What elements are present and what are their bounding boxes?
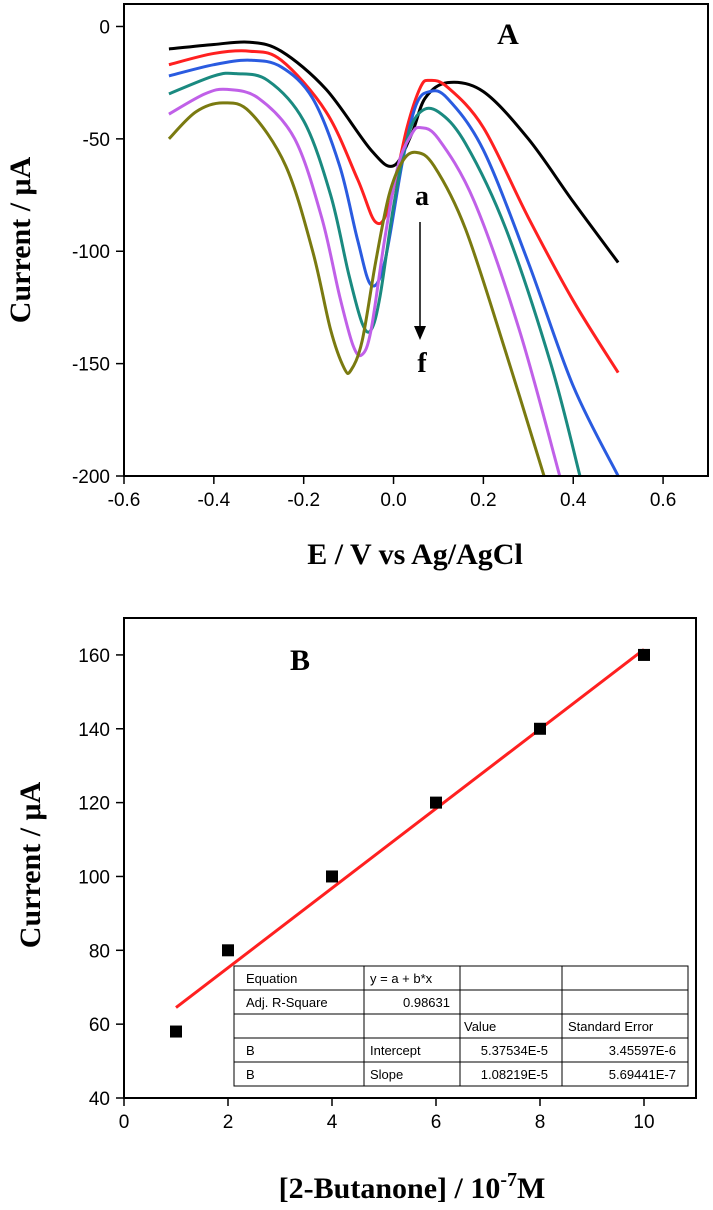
panel-a-curves <box>167 40 620 476</box>
y-tick-label: -100 <box>72 242 110 263</box>
data-point <box>170 1025 182 1038</box>
x-tick-label: 0 <box>119 1112 130 1133</box>
y-tick-label: -150 <box>72 355 110 376</box>
panel-b-chart: 0 2 4 6 8 10 40 60 80 100 120 140 160 B Equation y … <box>14 617 697 1205</box>
y-tick-label: 140 <box>78 720 110 741</box>
panel-b-label: B <box>290 644 310 677</box>
x-tick-label: 2 <box>223 1112 234 1133</box>
data-point <box>534 722 546 735</box>
fit-table-cell: 0.98631 <box>403 995 450 1010</box>
annotation-end-label: f <box>417 348 427 379</box>
panel-a-x-axis-title: E / V vs Ag/AgCl <box>307 538 523 571</box>
x-tick-label: -0.6 <box>108 490 141 511</box>
fit-table-cell: Adj. R-Square <box>246 995 328 1010</box>
y-tick-label: -50 <box>83 130 110 151</box>
y-tick-label: 160 <box>78 646 110 667</box>
panel-a-x-ticks: -0.6 -0.4 -0.2 0.0 0.2 0.4 0.6 <box>108 476 676 511</box>
fit-results-table: Equation y = a + b*x Adj. R-Square 0.986… <box>233 965 689 1087</box>
x-tick-label: 0.2 <box>470 490 496 511</box>
x-tick-label: 0.0 <box>380 490 406 511</box>
fit-table-cell: 5.37534E-5 <box>481 1043 548 1058</box>
y-tick-label: 40 <box>89 1089 110 1110</box>
y-tick-label: 100 <box>78 867 110 888</box>
series-line-b <box>168 49 620 374</box>
panel-a-label: A <box>497 18 519 51</box>
x-tick-label: -0.4 <box>197 490 230 511</box>
x-tick-label: 0.4 <box>560 490 587 511</box>
y-tick-label: -200 <box>72 467 110 488</box>
panel-b-x-ticks: 0 2 4 6 8 10 <box>119 1098 655 1133</box>
panel-b-axis-frame <box>123 617 697 1099</box>
x-tick-label: 6 <box>431 1112 442 1133</box>
panel-a-y-ticks: 0 -50 -100 -150 -200 <box>72 17 124 488</box>
fit-table-cell: Slope <box>370 1067 403 1082</box>
fit-table-cell: y = a + b*x <box>370 971 433 986</box>
fit-table-cell: Equation <box>246 971 297 986</box>
series-line-f <box>167 101 546 476</box>
y-tick-label: 0 <box>99 17 110 38</box>
data-point <box>430 796 442 809</box>
panel-b-y-ticks: 40 60 80 100 120 140 160 <box>78 646 124 1110</box>
y-tick-label: 120 <box>78 794 110 815</box>
data-point <box>222 944 234 957</box>
y-tick-label: 60 <box>89 1015 110 1036</box>
data-point <box>326 870 338 883</box>
x-tick-label: 10 <box>633 1112 654 1133</box>
series-line-d <box>168 71 582 476</box>
annotation-arrow-head <box>414 326 426 340</box>
panel-b-data-points <box>170 648 650 1038</box>
series-line-c <box>168 58 620 476</box>
data-point <box>638 648 650 661</box>
fit-table-cell: 3.45597E-6 <box>609 1043 676 1058</box>
fit-table-cell: B <box>246 1067 255 1082</box>
fit-table-frame <box>233 965 689 1087</box>
series-line-e <box>168 87 562 476</box>
panel-a-y-axis-title: Current / μA <box>4 156 37 323</box>
fit-table-cell: Value <box>464 1019 496 1034</box>
linear-fit-line <box>175 648 645 1009</box>
panel-a-chart: -0.6 -0.4 -0.2 0.0 0.2 0.4 0.6 0 -50 -100 -150 -20… <box>4 3 709 571</box>
panel-b-y-axis-title: Current / μA <box>14 781 47 948</box>
annotation-start-label: a <box>415 181 429 212</box>
fit-table-cell: 5.69441E-7 <box>609 1067 676 1082</box>
x-tick-label: -0.2 <box>287 490 320 511</box>
x-tick-label: 4 <box>327 1112 338 1133</box>
fit-table-cell: Intercept <box>370 1043 421 1058</box>
panel-b-x-axis-title: [2-Butanone] / 10-7M <box>279 1169 546 1205</box>
x-tick-label: 8 <box>535 1112 546 1133</box>
fit-table-cell: B <box>246 1043 255 1058</box>
panel-a-axis-frame <box>123 3 709 477</box>
y-tick-label: 80 <box>89 941 110 962</box>
fit-table-cell: 1.08219E-5 <box>481 1067 548 1082</box>
fit-table-cell: Standard Error <box>568 1019 654 1034</box>
x-tick-label: 0.6 <box>650 490 676 511</box>
